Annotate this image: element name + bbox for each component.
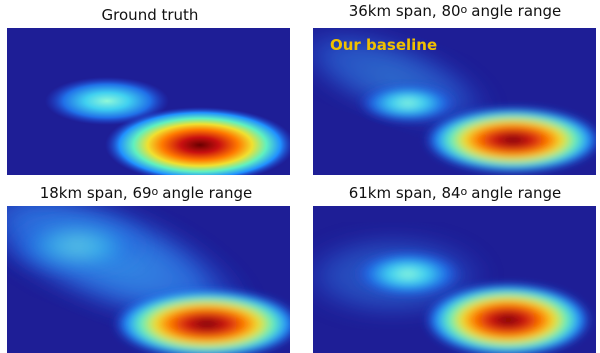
panel-label: Our baseline bbox=[330, 36, 437, 54]
title-text: 61km span, 84 bbox=[349, 184, 461, 202]
title-superscript: o bbox=[461, 185, 468, 198]
heatmap bbox=[7, 28, 290, 175]
title-superscript: o bbox=[152, 185, 159, 198]
title-superscript: o bbox=[461, 3, 468, 16]
panel-title: Ground truth bbox=[0, 6, 300, 24]
title-text: angle range bbox=[471, 184, 561, 202]
title-text: 36km span, 80 bbox=[349, 2, 461, 20]
title-text: angle range bbox=[471, 2, 561, 20]
title-text: Ground truth bbox=[102, 6, 199, 24]
figure: Ground truth 36km span, 80oangle range 1… bbox=[0, 0, 600, 353]
heatmap bbox=[313, 206, 596, 353]
heatmap bbox=[7, 206, 290, 353]
title-text: 18km span, 69 bbox=[40, 184, 152, 202]
title-text: angle range bbox=[162, 184, 252, 202]
